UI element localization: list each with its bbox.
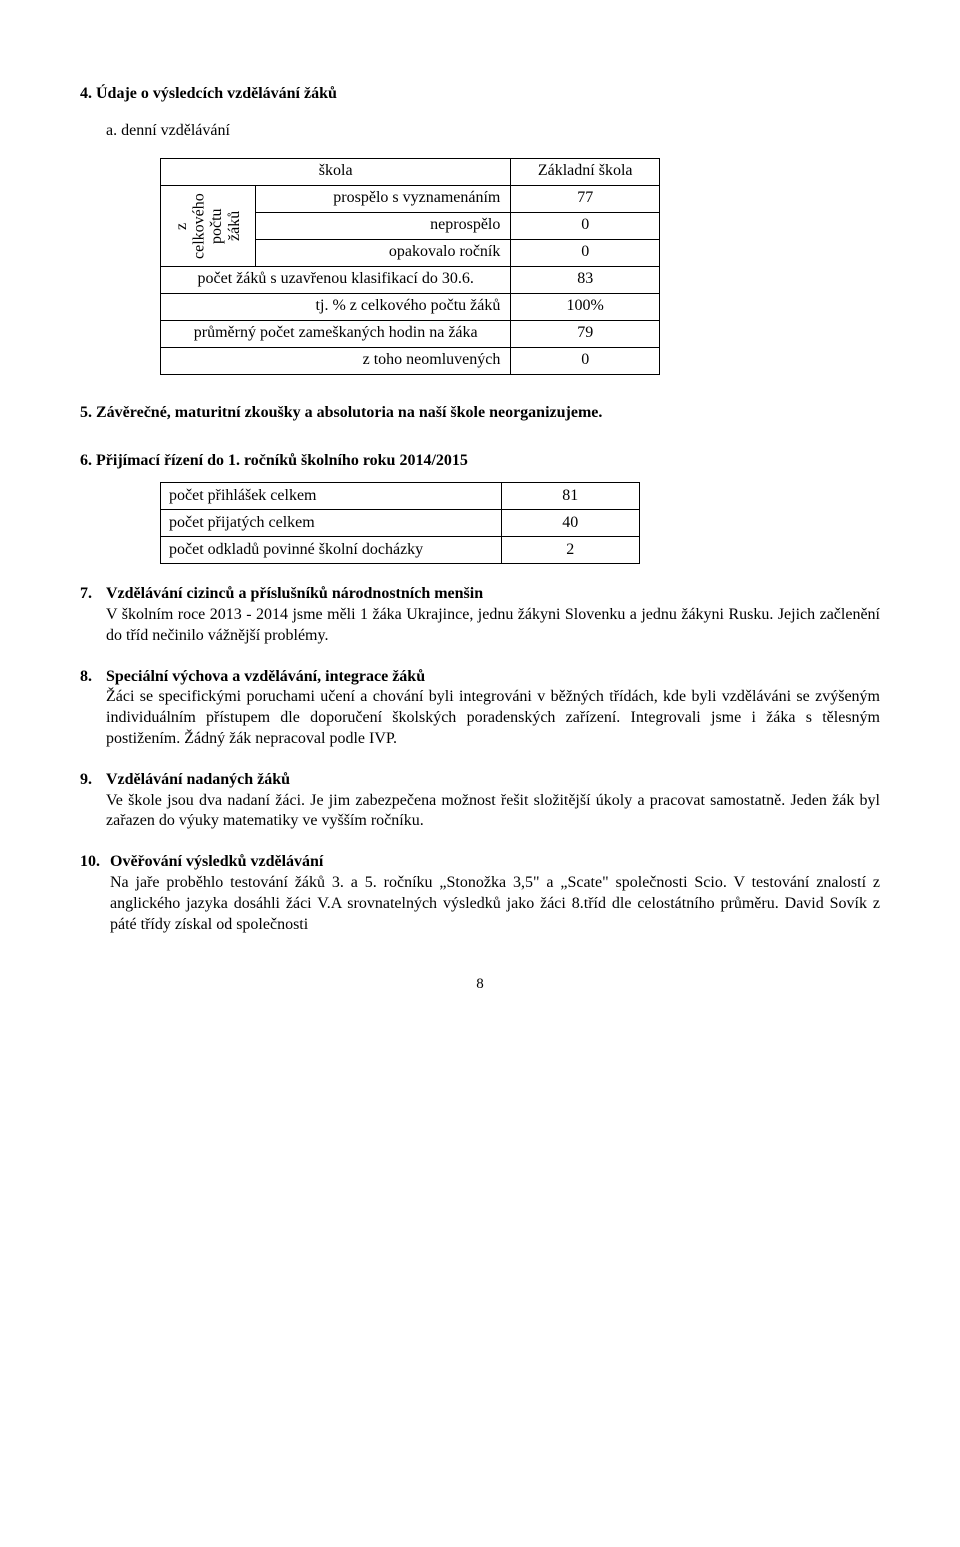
section-10: 10. Ověřování výsledků vzdělávání Na jař… — [80, 852, 880, 935]
t1-r1-lab: prospělo s vyznamenáním — [256, 185, 511, 212]
t1-r2-lab: neprospělo — [256, 212, 511, 239]
t1-hdr-skola: škola — [161, 158, 511, 185]
table-row: počet přijatých celkem 40 — [161, 510, 640, 537]
t1-r2-val: 0 — [511, 212, 660, 239]
section-9-num: 9. — [80, 770, 106, 832]
t1-r5-val: 100% — [511, 293, 660, 320]
t1-r6-val: 79 — [511, 320, 660, 347]
section-8-title: Speciální výchova a vzdělávání, integrac… — [106, 668, 425, 685]
t2-r3-val: 2 — [501, 537, 639, 564]
section-8-num: 8. — [80, 667, 106, 750]
table-row: počet přihlášek celkem 81 — [161, 483, 640, 510]
section-7-text: V školním roce 2013 - 2014 jsme měli 1 ž… — [106, 606, 880, 644]
t1-r7-val: 0 — [511, 347, 660, 374]
section-8: 8. Speciální výchova a vzdělávání, integ… — [80, 667, 880, 750]
table-results: škola Základní škola z celkovéhopočtu žá… — [160, 158, 660, 375]
section-10-title: Ověřování výsledků vzdělávání — [110, 853, 323, 870]
t1-r7-lab: z toho neomluvených — [161, 347, 511, 374]
section-5-heading: 5. Závěrečné, maturitní zkoušky a absolu… — [80, 403, 880, 424]
section-6-heading: 6. Přijímací řízení do 1. ročníků školní… — [80, 451, 880, 472]
t1-r6-lab: průměrný počet zameškaných hodin na žáka — [161, 320, 511, 347]
section-9-text: Ve škole jsou dva nadaní žáci. Je jim za… — [106, 792, 880, 830]
t2-r1-val: 81 — [501, 483, 639, 510]
t2-r2-val: 40 — [501, 510, 639, 537]
t1-r3-val: 0 — [511, 239, 660, 266]
table-row: škola Základní škola — [161, 158, 660, 185]
section-9: 9. Vzdělávání nadaných žáků Ve škole jso… — [80, 770, 880, 832]
t1-rot-label: z celkovéhopočtu žáků — [161, 185, 256, 266]
page-number: 8 — [80, 975, 880, 995]
t2-r1-lab: počet přihlášek celkem — [161, 483, 502, 510]
t2-r3-lab: počet odkladů povinné školní docházky — [161, 537, 502, 564]
section-7-num: 7. — [80, 584, 106, 646]
table-row: tj. % z celkového počtu žáků 100% — [161, 293, 660, 320]
section-7: 7. Vzdělávání cizinců a příslušníků náro… — [80, 584, 880, 646]
t1-r3-lab: opakovalo ročník — [256, 239, 511, 266]
section-10-num: 10. — [80, 852, 110, 935]
t1-r4-val: 83 — [511, 266, 660, 293]
table-row: počet žáků s uzavřenou klasifikací do 30… — [161, 266, 660, 293]
t1-hdr-zs: Základní škola — [511, 158, 660, 185]
table-row: z celkovéhopočtu žáků prospělo s vyzname… — [161, 185, 660, 212]
section-9-title: Vzdělávání nadaných žáků — [106, 771, 290, 788]
section-7-title: Vzdělávání cizinců a příslušníků národno… — [106, 585, 483, 602]
section-8-text: Žáci se specifickými poruchami učení a c… — [106, 688, 880, 747]
t2-r2-lab: počet přijatých celkem — [161, 510, 502, 537]
section-4a-sub: a. denní vzdělávání — [106, 121, 880, 142]
t1-r5-lab: tj. % z celkového počtu žáků — [161, 293, 511, 320]
section-4-heading: 4. Údaje o výsledcích vzdělávání žáků — [80, 84, 880, 105]
table-row: počet odkladů povinné školní docházky 2 — [161, 537, 640, 564]
t1-r4-lab: počet žáků s uzavřenou klasifikací do 30… — [161, 266, 511, 293]
table-row: průměrný počet zameškaných hodin na žáka… — [161, 320, 660, 347]
table-admissions: počet přihlášek celkem 81 počet přijatýc… — [160, 482, 640, 564]
t1-r1-val: 77 — [511, 185, 660, 212]
section-10-text: Na jaře proběhlo testování žáků 3. a 5. … — [110, 874, 880, 933]
table-row: z toho neomluvených 0 — [161, 347, 660, 374]
